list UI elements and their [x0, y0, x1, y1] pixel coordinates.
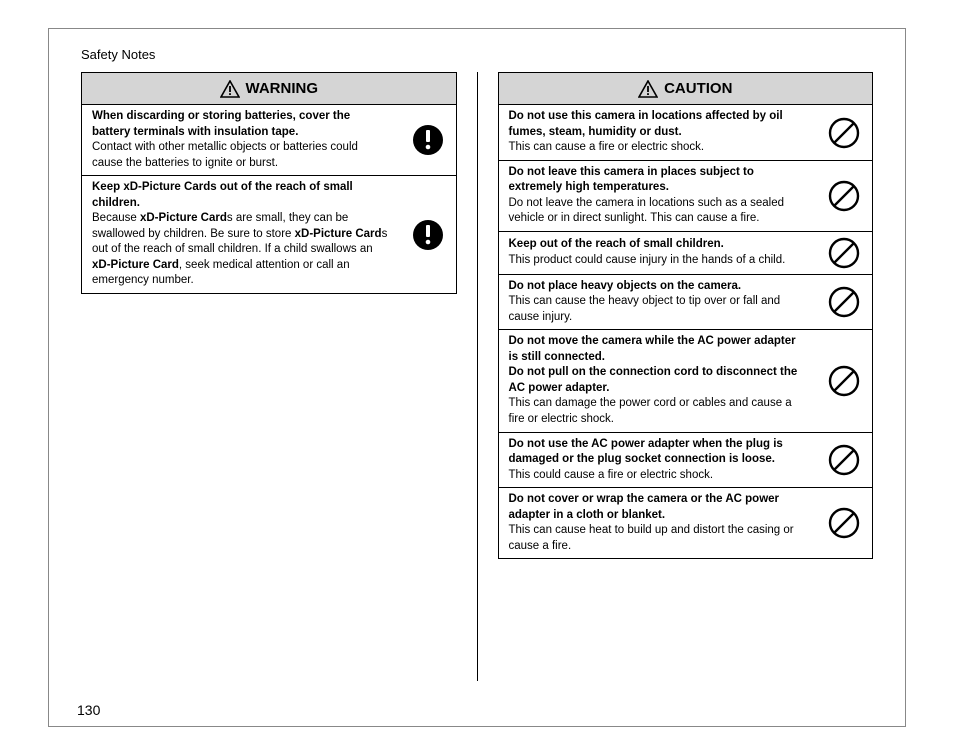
row-body: This can cause heat to build up and dist… — [509, 524, 794, 552]
row-bold: When discarding or storing batteries, co… — [92, 110, 350, 138]
row-body: This could cause a fire or electric shoc… — [509, 469, 714, 481]
caution-row: Do not move the camera while the AC powe… — [499, 329, 873, 431]
section-header: Safety Notes — [81, 47, 877, 62]
caution-header: CAUTION — [499, 73, 873, 105]
row-body: This can cause a fire or electric shock. — [509, 141, 705, 153]
row-bold: Do not use the AC power adapter when the… — [509, 438, 783, 466]
columns: WARNING When discarding or storing batte… — [77, 72, 877, 681]
row-bold: Do not move the camera while the AC powe… — [509, 335, 798, 394]
caution-text: Do not use the AC power adapter when the… — [499, 433, 817, 488]
row-body: Do not leave the camera in locations suc… — [509, 197, 785, 225]
warning-row: When discarding or storing batteries, co… — [82, 105, 456, 175]
caution-text: Do not leave this camera in places subje… — [499, 161, 817, 231]
warning-triangle-icon — [220, 80, 240, 98]
warning-row: Keep xD-Picture Cards out of the reach o… — [82, 175, 456, 293]
row-body: Because xD-Picture Cards are small, they… — [92, 212, 387, 286]
caution-title: CAUTION — [664, 79, 732, 99]
prohibit-icon — [816, 175, 872, 217]
caution-text: Do not place heavy objects on the camera… — [499, 275, 817, 330]
prohibit-icon — [816, 439, 872, 481]
warning-triangle-icon — [638, 80, 658, 98]
row-bold: Keep xD-Picture Cards out of the reach o… — [92, 181, 353, 209]
caution-row: Do not place heavy objects on the camera… — [499, 274, 873, 330]
caution-row: Do not cover or wrap the camera or the A… — [499, 487, 873, 558]
prohibit-icon — [816, 112, 872, 154]
prohibit-icon — [816, 360, 872, 402]
warning-title: WARNING — [246, 79, 319, 99]
column-left: WARNING When discarding or storing batte… — [77, 72, 478, 681]
caution-row: Keep out of the reach of small children.… — [499, 231, 873, 274]
caution-text: Do not cover or wrap the camera or the A… — [499, 488, 817, 558]
caution-table: CAUTION Do not use this camera in locati… — [498, 72, 874, 559]
row-body: This can damage the power cord or cables… — [509, 397, 792, 425]
row-bold: Do not cover or wrap the camera or the A… — [509, 493, 780, 521]
caution-text: Do not move the camera while the AC powe… — [499, 330, 817, 431]
warning-header: WARNING — [82, 73, 456, 105]
page-frame: Safety Notes WARNING When discarding or … — [48, 28, 906, 727]
caution-row: Do not use this camera in locations affe… — [499, 105, 873, 160]
prohibit-icon — [816, 281, 872, 323]
row-body: This product could cause injury in the h… — [509, 254, 786, 266]
caution-row: Do not leave this camera in places subje… — [499, 160, 873, 231]
row-body: This can cause the heavy object to tip o… — [509, 295, 781, 323]
row-bold: Do not place heavy objects on the camera… — [509, 280, 742, 292]
row-bold: Keep out of the reach of small children. — [509, 238, 724, 250]
caution-row: Do not use the AC power adapter when the… — [499, 432, 873, 488]
row-bold: Do not leave this camera in places subje… — [509, 166, 754, 194]
prohibit-icon — [816, 232, 872, 274]
caution-text: Do not use this camera in locations affe… — [499, 105, 817, 160]
prohibit-icon — [816, 502, 872, 544]
warning-text: When discarding or storing batteries, co… — [82, 105, 400, 175]
exclaim-icon — [400, 119, 456, 161]
exclaim-icon — [400, 214, 456, 256]
caution-text: Keep out of the reach of small children.… — [499, 233, 817, 272]
column-right: CAUTION Do not use this camera in locati… — [478, 72, 878, 681]
row-bold: Do not use this camera in locations affe… — [509, 110, 783, 138]
warning-table: WARNING When discarding or storing batte… — [81, 72, 457, 294]
warning-text: Keep xD-Picture Cards out of the reach o… — [82, 176, 400, 293]
page-number: 130 — [77, 702, 100, 718]
row-body: Contact with other metallic objects or b… — [92, 141, 358, 169]
